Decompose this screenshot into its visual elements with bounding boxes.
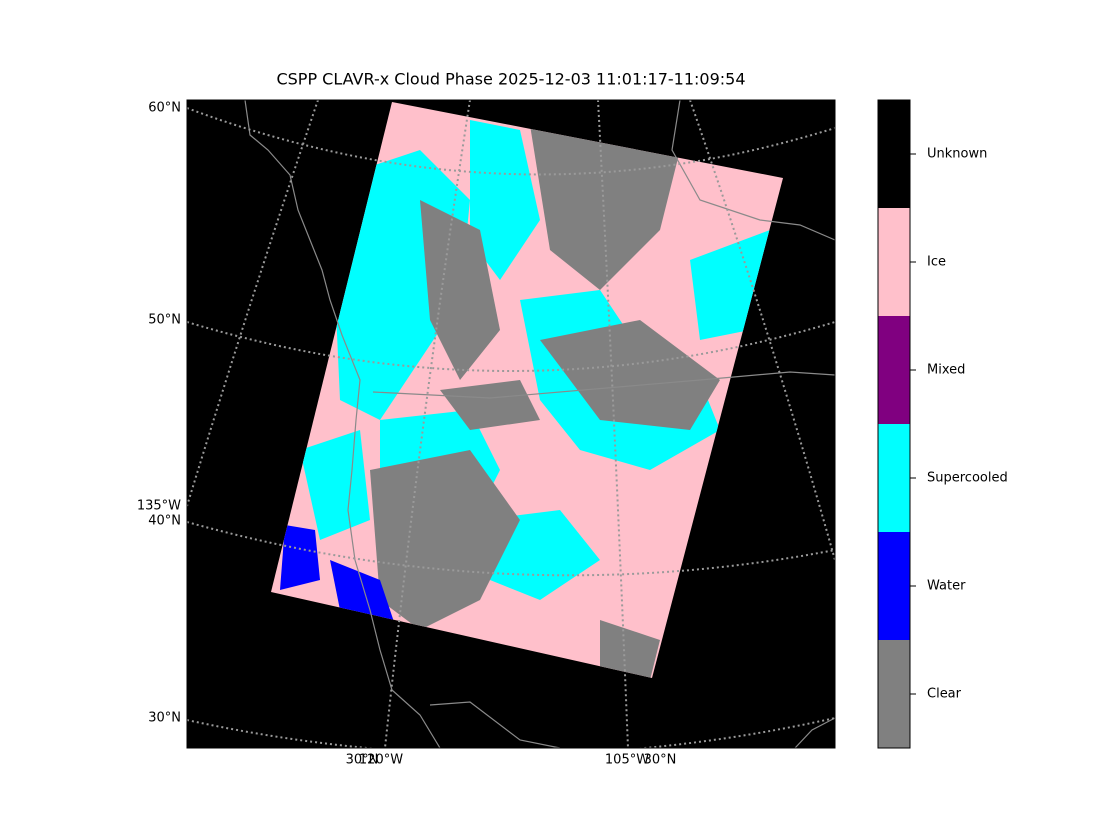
- colorbar-segment: [878, 424, 910, 532]
- map-edge-label: 40°N: [148, 514, 181, 529]
- map-edge-label: 120°W: [359, 753, 403, 768]
- colorbar-label: Unknown: [927, 147, 987, 162]
- map-edge-label: 50°N: [148, 313, 181, 328]
- colorbar: Clear Water Supercooled Mixed Ice Unknown: [878, 100, 1008, 748]
- colorbar-label: Clear: [927, 687, 962, 702]
- colorbar-segment: [878, 640, 910, 748]
- cloud-phase-region: [470, 120, 540, 280]
- cloud-phase-region: [280, 525, 320, 590]
- border: [429, 701, 561, 748]
- colorbar-label: Ice: [927, 255, 946, 270]
- graticule: [597, 100, 629, 748]
- colorbar-frame: [877, 99, 911, 749]
- map-edge-label: 60°N: [148, 101, 181, 116]
- coastline: [671, 100, 835, 241]
- graticule: [187, 107, 835, 176]
- map-title: CSPP CLAVR-x Cloud Phase 2025-12-03 11:0…: [276, 70, 745, 89]
- map-edge-label: 30°N: [644, 753, 677, 768]
- graticule: [689, 100, 835, 561]
- map-overlays: [187, 100, 835, 748]
- cloud-phase-region: [530, 125, 680, 290]
- cloud-phase-region: [370, 450, 520, 630]
- map-frame: [186, 99, 836, 749]
- cloud-phase-region: [540, 320, 720, 430]
- map-edge-label: 105°W: [605, 753, 649, 768]
- graticule: [384, 100, 471, 748]
- colorbar-label: Supercooled: [927, 471, 1008, 486]
- graticule: [187, 521, 835, 577]
- border: [372, 371, 835, 399]
- colorbar-segment: [878, 100, 910, 208]
- map-edge-label: 30°N: [148, 711, 181, 726]
- colorbar-label: Mixed: [927, 363, 965, 378]
- coastline: [794, 717, 835, 748]
- map-edge-label: 30°N: [346, 753, 379, 768]
- colorbar-segment: [878, 208, 910, 316]
- colorbar-segment: [878, 532, 910, 640]
- colorbar-label: Water: [927, 579, 966, 594]
- cloud-phase-region: [600, 620, 660, 678]
- cloud-phase-region: [330, 560, 395, 625]
- colorbar-segment: [878, 316, 910, 424]
- cloud-phase-region: [420, 200, 500, 380]
- map-edge-label: 135°W: [137, 499, 181, 514]
- cloud-phase-region: [440, 380, 540, 430]
